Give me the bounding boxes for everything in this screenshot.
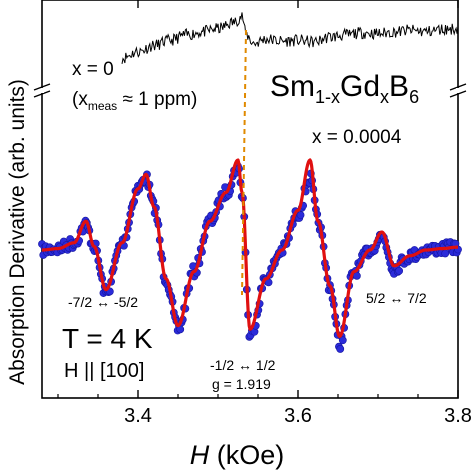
fit-line-group (41, 158, 459, 338)
transition-label-left: -7/2 ↔ -5/2 (68, 294, 139, 310)
transition-label-center: -1/2 ↔ 1/2 (210, 357, 276, 373)
axis-break-left (33, 83, 51, 98)
upper-trace (121, 12, 459, 64)
axis-break-right (449, 83, 467, 98)
data-point (441, 249, 450, 258)
g-factor-label: g = 1.919 (212, 376, 271, 392)
data-point (338, 336, 347, 345)
x-tick-label: 3.6 (284, 405, 312, 427)
upper-trace-line (121, 12, 459, 64)
axis-break-gap-right (456, 88, 459, 93)
lower-trace-label: x = 0.0004 (312, 127, 402, 148)
upper-trace-note: (xmeas ≈ 1 ppm) (72, 89, 198, 113)
axis-break-gap-left (41, 88, 44, 93)
fit-line (41, 158, 459, 338)
marker-line-group (241, 29, 247, 296)
x-axis-label: H (kOe) (189, 440, 285, 470)
transition-label-right: 5/2 ↔ 7/2 (366, 290, 427, 306)
x-tick-label: 3.8 (444, 405, 472, 427)
data-point (336, 345, 345, 353)
plot-axes (33, 0, 467, 399)
data-point (296, 211, 305, 219)
x-tick-label: 3.4 (124, 405, 152, 427)
upper-trace-label: x = 0 (72, 59, 114, 80)
marker-line (241, 29, 247, 296)
formula-title: Sm1-xGdxB6 (270, 70, 420, 107)
temperature-label: T = 4 K (62, 323, 153, 354)
field-direction-label: H || [100] (64, 360, 145, 382)
plot-frame (41, 0, 459, 399)
data-point (395, 266, 404, 275)
